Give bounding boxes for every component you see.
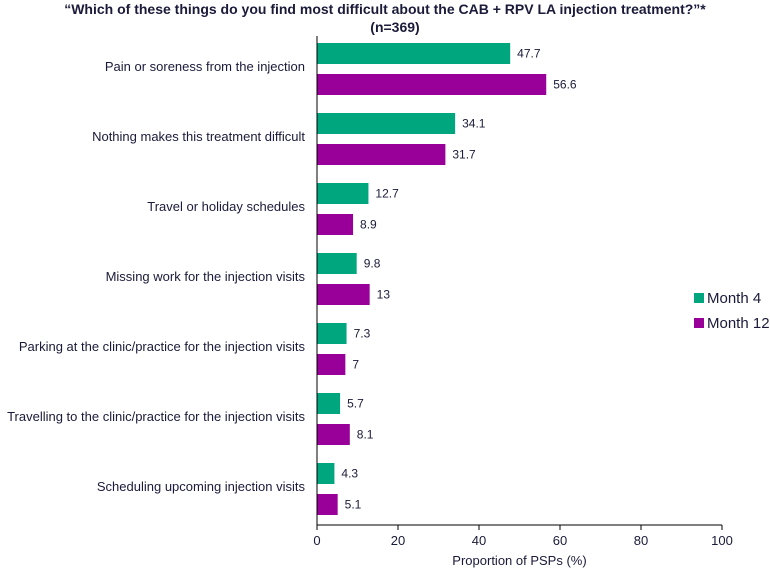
category-label: Missing work for the injection visits <box>106 269 306 284</box>
legend-swatch-month-4 <box>694 293 704 303</box>
x-tick-label: 60 <box>553 533 567 548</box>
bar-month-4-4 <box>317 323 347 344</box>
data-label: 9.8 <box>364 257 381 271</box>
legend-label-month-4: Month 4 <box>707 290 761 307</box>
data-label: 5.7 <box>347 397 364 411</box>
x-tick-label: 40 <box>472 533 486 548</box>
bar-month-4-3 <box>317 253 357 274</box>
bar-month-12-0 <box>317 74 547 95</box>
data-label: 12.7 <box>375 187 399 201</box>
x-tick-label: 80 <box>634 533 648 548</box>
category-label: Travelling to the clinic/practice for th… <box>7 409 305 424</box>
bar-month-12-3 <box>317 284 370 305</box>
data-label: 8.9 <box>360 218 377 232</box>
category-label: Nothing makes this treatment difficult <box>92 129 305 144</box>
x-tick-label: 20 <box>391 533 405 548</box>
data-label: 7.3 <box>354 327 371 341</box>
data-label: 7 <box>352 358 359 372</box>
category-label: Travel or holiday schedules <box>147 199 305 214</box>
bar-month-12-2 <box>317 214 354 235</box>
x-axis-label: Proportion of PSPs (%) <box>452 553 586 568</box>
bar-month-12-6 <box>317 494 338 515</box>
category-label: Pain or soreness from the injection <box>105 59 305 74</box>
data-label: 31.7 <box>452 148 476 162</box>
legend-label-month-12: Month 12 <box>707 315 770 332</box>
x-tick-label: 100 <box>711 533 733 548</box>
data-label: 56.6 <box>553 78 577 92</box>
chart-subtitle: (n=369) <box>370 19 420 35</box>
bar-month-4-6 <box>317 463 335 484</box>
category-label: Scheduling upcoming injection visits <box>97 479 306 494</box>
category-label: Parking at the clinic/practice for the i… <box>19 339 306 354</box>
bar-month-12-4 <box>317 354 346 375</box>
x-tick-label: 0 <box>313 533 320 548</box>
legend-swatch-month-12 <box>694 318 704 328</box>
bar-month-4-1 <box>317 113 456 134</box>
data-label: 13 <box>377 288 391 302</box>
bar-month-4-5 <box>317 393 341 414</box>
data-label: 5.1 <box>345 498 362 512</box>
bar-month-4-2 <box>317 183 369 204</box>
bar-month-4-0 <box>317 43 511 64</box>
chart-title: “Which of these things do you find most … <box>64 1 706 17</box>
bar-month-12-1 <box>317 144 446 165</box>
data-label: 8.1 <box>357 428 374 442</box>
data-label: 47.7 <box>517 47 541 61</box>
data-label: 34.1 <box>462 117 486 131</box>
bar-month-12-5 <box>317 424 350 445</box>
data-label: 4.3 <box>341 467 358 481</box>
